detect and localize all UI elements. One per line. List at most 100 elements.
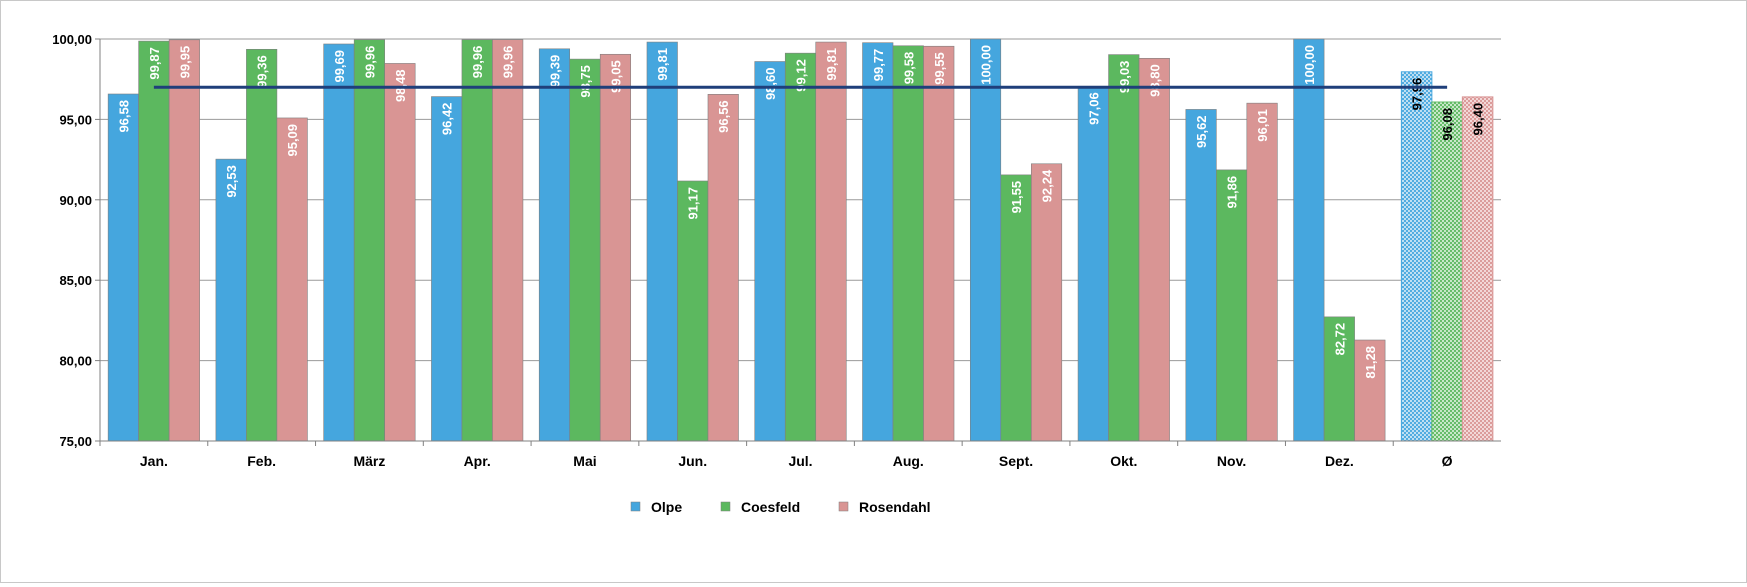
bar-coesfeld	[784, 52, 817, 442]
data-label: 99,03	[1117, 61, 1132, 94]
data-label: 99,12	[794, 59, 809, 92]
data-label: 81,28	[1363, 346, 1378, 379]
bar-olpe	[215, 158, 247, 442]
y-tick-label: 80,00	[59, 354, 92, 369]
bars	[107, 38, 1494, 442]
bar-olpe	[1077, 85, 1109, 442]
axes: 75,00 80,00 85,00 90,00 95,00 100,00 Jan. Feb. M…	[52, 32, 1501, 469]
bar-coesfeld	[1216, 169, 1248, 442]
bar-coesfeld	[1431, 101, 1463, 442]
data-label: 100,00	[979, 45, 994, 85]
x-tick-label: Sept.	[999, 453, 1033, 469]
bar-olpe	[969, 38, 1002, 442]
y-tick-label: 100,00	[52, 32, 92, 47]
data-label: 99,58	[901, 52, 916, 85]
bar-rosendahl	[168, 39, 200, 442]
x-tick-label: Ø	[1442, 453, 1453, 469]
data-label: 95,62	[1194, 115, 1209, 148]
y-tick-label: 95,00	[59, 112, 92, 127]
x-tick-label: Aug.	[893, 453, 924, 469]
legend-swatch-rosendahl	[838, 501, 849, 512]
x-tick-label: Jun.	[678, 453, 707, 469]
data-label: 91,17	[686, 187, 701, 220]
bar-coesfeld	[246, 48, 278, 442]
bar-rosendahl	[707, 94, 739, 442]
data-label: 99,87	[147, 47, 162, 80]
data-label: 97,96	[1410, 78, 1425, 111]
data-label: 98,75	[578, 65, 593, 98]
bar-olpe	[862, 42, 894, 442]
bar-coesfeld	[353, 39, 385, 442]
x-tick-label: Mai	[573, 453, 596, 469]
data-label: 99,77	[871, 49, 886, 82]
legend-label: Coesfeld	[741, 499, 800, 515]
data-label: 99,36	[255, 55, 270, 88]
data-label: 91,55	[1009, 181, 1024, 214]
x-tick-label: März	[353, 453, 385, 469]
data-label: 98,60	[763, 68, 778, 101]
bar-rosendahl	[815, 41, 847, 442]
data-labels: 96,58 99,87 99,95 92,53 99,36 95,09 99,69 99,96…	[116, 45, 1485, 379]
bar-coesfeld	[1108, 54, 1140, 442]
x-tick-label: Jan.	[140, 453, 168, 469]
data-label: 91,86	[1225, 176, 1240, 209]
x-tick-label: Okt.	[1110, 453, 1137, 469]
data-label: 99,96	[501, 46, 516, 79]
data-label: 99,55	[932, 52, 947, 85]
legend-swatch-olpe	[630, 501, 641, 512]
data-label: 92,53	[224, 165, 239, 198]
bar-rosendahl	[1138, 57, 1170, 442]
bar-olpe	[646, 41, 678, 442]
data-label: 99,96	[362, 46, 377, 79]
bar-olpe	[323, 43, 355, 442]
data-label: 96,01	[1255, 109, 1270, 142]
x-tick-label: Nov.	[1217, 453, 1246, 469]
data-label: 96,56	[716, 100, 731, 133]
legend-label: Olpe	[651, 499, 682, 515]
legend-label: Rosendahl	[859, 499, 931, 515]
data-label: 99,81	[655, 48, 670, 81]
bar-rosendahl	[1246, 102, 1278, 442]
data-label: 92,24	[1040, 169, 1055, 202]
bar-coesfeld	[138, 40, 170, 442]
data-label: 98,48	[393, 69, 408, 102]
bar-coesfeld	[569, 58, 601, 442]
bar-coesfeld	[461, 39, 493, 442]
bar-olpe	[107, 93, 139, 442]
bar-rosendahl	[1354, 339, 1386, 442]
x-tick-label: Apr.	[464, 453, 491, 469]
data-label: 96,58	[116, 100, 131, 133]
data-label: 100,00	[1302, 45, 1317, 85]
bar-olpe	[1400, 71, 1433, 442]
bar-olpe	[1185, 109, 1217, 442]
data-label: 99,39	[547, 55, 562, 88]
x-tick-label: Feb.	[247, 453, 276, 469]
data-label: 95,09	[285, 124, 300, 157]
data-label: 96,40	[1471, 103, 1486, 136]
data-label: 96,08	[1440, 108, 1455, 141]
data-label: 99,96	[470, 46, 485, 79]
data-label: 82,72	[1332, 323, 1347, 356]
bar-coesfeld	[892, 45, 924, 442]
bar-rosendahl	[1030, 163, 1063, 442]
y-tick-label: 90,00	[59, 193, 92, 208]
data-label: 98,80	[1147, 64, 1162, 97]
data-label: 99,95	[177, 46, 192, 79]
data-label: 99,05	[608, 60, 623, 93]
y-tick-label: 75,00	[59, 434, 92, 449]
data-label: 99,81	[824, 48, 839, 81]
bar-olpe	[1293, 38, 1325, 442]
bar-rosendahl	[276, 117, 308, 442]
bar-rosendahl	[1461, 96, 1494, 442]
x-tick-label: Jul.	[788, 453, 812, 469]
bar-rosendahl	[599, 53, 632, 442]
bar-olpe	[538, 48, 571, 442]
legend-swatch-coesfeld	[720, 501, 731, 512]
data-label: 99,69	[332, 50, 347, 83]
data-label: 96,42	[440, 103, 455, 136]
bar-rosendahl	[923, 45, 955, 442]
y-tick-label: 85,00	[59, 273, 92, 288]
data-label: 97,06	[1086, 92, 1101, 125]
